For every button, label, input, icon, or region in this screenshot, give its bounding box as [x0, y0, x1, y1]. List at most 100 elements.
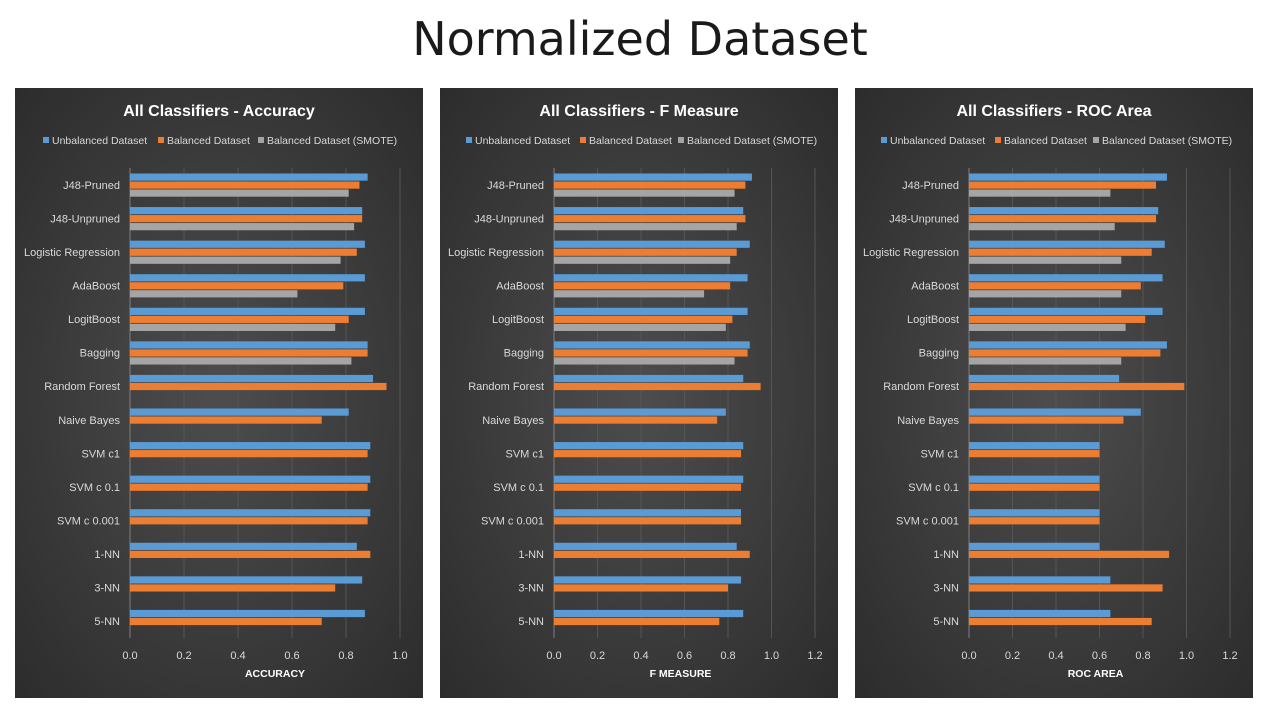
bar-unbalanced-logitboost — [130, 307, 365, 315]
category-label-svm-c-0-001: SVM c 0.001 — [481, 516, 544, 528]
bar-balanced-naive-bayes — [130, 416, 322, 424]
bar-balanced-naive-bayes — [554, 416, 718, 424]
bar-smote-logitboost — [969, 323, 1126, 331]
bar-unbalanced-svm-c-0-1 — [969, 475, 1100, 483]
bar-balanced-random-forest — [554, 382, 761, 391]
legend-label-unbalanced: Unbalanced Dataset — [475, 135, 570, 147]
bar-unbalanced-svm-c-0-001 — [969, 509, 1100, 517]
x-tick-label: 0.6 — [677, 650, 692, 662]
x-tick-label: 0.8 — [1135, 650, 1150, 662]
legend-swatch-smote — [258, 137, 264, 143]
x-tick-label: 1.2 — [807, 650, 822, 662]
bar-unbalanced-j48-unpruned — [554, 207, 744, 215]
legend-swatch-smote — [1093, 137, 1099, 143]
category-label-3-nn: 3-NN — [933, 583, 959, 595]
x-tick-label: 0.0 — [961, 650, 976, 662]
category-label-5-nn: 5-NN — [94, 616, 120, 628]
bar-smote-logitboost — [130, 323, 336, 331]
bar-balanced-random-forest — [969, 382, 1185, 391]
bar-balanced-j48-pruned — [554, 181, 746, 189]
bar-balanced-svm-c1 — [969, 450, 1100, 458]
bar-unbalanced-logitboost — [554, 307, 748, 315]
category-label-logitboost: LogitBoost — [492, 314, 544, 326]
category-label-svm-c-0-001: SVM c 0.001 — [57, 516, 120, 528]
bar-balanced-svm-c-0-1 — [969, 483, 1100, 491]
bar-balanced-svm-c-0-1 — [130, 483, 368, 491]
bar-unbalanced-svm-c-0-001 — [130, 509, 371, 517]
bar-balanced-logistic-regression — [130, 248, 357, 256]
legend-swatch-balanced — [995, 137, 1001, 143]
category-label-svm-c1: SVM c1 — [81, 448, 120, 460]
bar-unbalanced-svm-c-0-001 — [554, 509, 742, 517]
page-title: Normalized Dataset — [412, 12, 868, 66]
bar-unbalanced-logistic-regression — [554, 240, 750, 248]
legend-swatch-unbalanced — [43, 137, 49, 143]
bar-balanced-logitboost — [130, 315, 349, 323]
category-label-j48-pruned: J48-Pruned — [63, 180, 120, 192]
category-label-svm-c-0-001: SVM c 0.001 — [896, 516, 959, 528]
bar-smote-j48-pruned — [130, 189, 349, 197]
bar-unbalanced-svm-c-0-1 — [554, 475, 744, 483]
bar-balanced-j48-unpruned — [554, 215, 746, 223]
bar-unbalanced-svm-c1 — [554, 442, 744, 450]
bar-balanced-adaboost — [130, 282, 344, 290]
category-label-bagging: Bagging — [919, 348, 959, 360]
category-label-bagging: Bagging — [504, 348, 544, 360]
bar-smote-adaboost — [130, 290, 298, 298]
chart-title: All Classifiers - Accuracy — [123, 103, 315, 120]
x-axis-label: ACCURACY — [245, 668, 305, 680]
legend-label-smote: Balanced Dataset (SMOTE) — [267, 135, 397, 147]
category-label-3-nn: 3-NN — [518, 583, 544, 595]
bar-unbalanced-svm-c1 — [130, 442, 371, 450]
legend-label-unbalanced: Unbalanced Dataset — [52, 135, 147, 147]
x-tick-label: 1.0 — [1179, 650, 1194, 662]
category-label-bagging: Bagging — [80, 348, 120, 360]
category-label-logistic-regression: Logistic Regression — [863, 247, 959, 259]
bar-smote-j48-unpruned — [130, 223, 355, 231]
category-label-svm-c1: SVM c1 — [920, 448, 959, 460]
bar-balanced-svm-c1 — [130, 450, 368, 458]
bar-smote-logistic-regression — [130, 256, 341, 264]
bar-balanced-bagging — [130, 349, 368, 357]
bar-unbalanced-bagging — [130, 341, 368, 349]
bar-smote-logistic-regression — [969, 256, 1122, 264]
x-tick-label: 1.0 — [392, 650, 407, 662]
bar-unbalanced-naive-bayes — [554, 408, 726, 416]
bar-unbalanced-bagging — [554, 341, 750, 349]
x-axis-label: F MEASURE — [650, 668, 712, 680]
bar-unbalanced-3-nn — [554, 576, 742, 584]
bar-smote-logitboost — [554, 323, 726, 331]
bar-unbalanced-logistic-regression — [130, 240, 365, 248]
bar-unbalanced-1-nn — [554, 542, 737, 550]
bar-balanced-logistic-regression — [969, 248, 1152, 256]
bar-balanced-j48-pruned — [130, 181, 360, 189]
x-tick-label: 0.8 — [720, 650, 735, 662]
legend-label-smote: Balanced Dataset (SMOTE) — [1102, 135, 1232, 147]
category-label-adaboost: AdaBoost — [72, 281, 120, 293]
bar-balanced-random-forest — [130, 382, 387, 391]
category-label-naive-bayes: Naive Bayes — [482, 415, 544, 427]
bar-balanced-logitboost — [554, 315, 733, 323]
bar-unbalanced-j48-pruned — [130, 173, 368, 181]
bar-unbalanced-adaboost — [969, 274, 1163, 282]
legend-swatch-balanced — [158, 137, 164, 143]
bar-unbalanced-5-nn — [554, 609, 744, 618]
bar-balanced-j48-pruned — [969, 181, 1157, 189]
legend-label-balanced: Balanced Dataset — [167, 135, 250, 147]
category-label-logistic-regression: Logistic Regression — [448, 247, 544, 259]
bar-unbalanced-random-forest — [130, 374, 373, 383]
bar-smote-j48-pruned — [969, 189, 1111, 197]
category-label-adaboost: AdaBoost — [496, 281, 544, 293]
category-label-1-nn: 1-NN — [94, 549, 120, 561]
chart-svg: All Classifiers - ROC Area Unbalanced Dat… — [863, 103, 1238, 680]
bar-smote-bagging — [130, 357, 352, 365]
chart-title: All Classifiers - ROC Area — [956, 103, 1151, 120]
bar-balanced-1-nn — [130, 550, 371, 558]
bar-unbalanced-svm-c-0-1 — [130, 475, 371, 483]
bar-unbalanced-1-nn — [969, 542, 1100, 550]
f-measure-chart-panel: All Classifiers - F Measure Unbalanced Da… — [440, 88, 838, 698]
legend-swatch-smote — [678, 137, 684, 143]
x-tick-label: 0.2 — [1005, 650, 1020, 662]
bar-balanced-j48-unpruned — [130, 215, 363, 223]
bar-smote-j48-unpruned — [554, 223, 737, 231]
